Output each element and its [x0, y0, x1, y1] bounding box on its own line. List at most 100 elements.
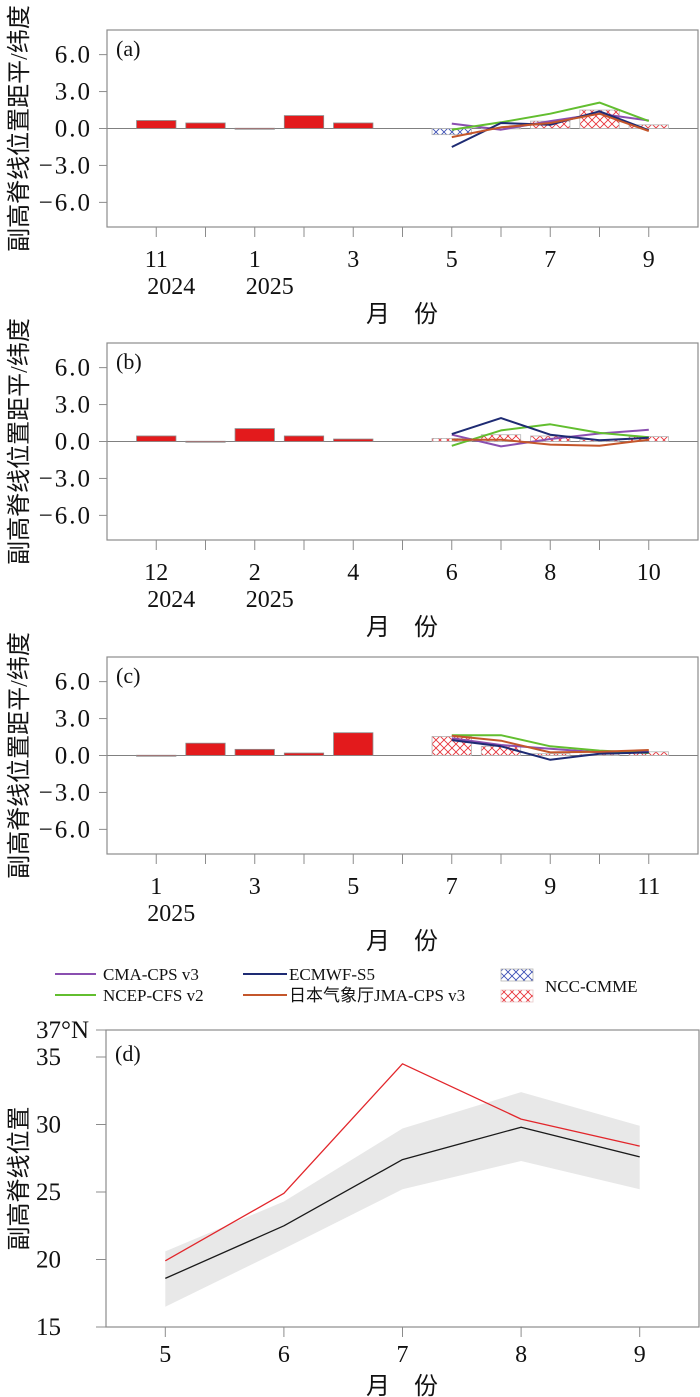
x-tick-label: 6: [278, 1342, 290, 1368]
legend-item-ncep-cfs-v2: NCEP-CFS v2: [55, 986, 204, 1005]
x-tick-label: 7: [446, 874, 458, 900]
x-tick-label: 11: [145, 247, 168, 273]
y-axis-label: 副高脊线位置距平/纬度: [6, 632, 33, 879]
x-tick-label: 1: [150, 874, 162, 900]
panel-label: (a): [116, 36, 140, 61]
observed-bar: [234, 748, 275, 756]
legend-item-cma-cps-v3: CMA-CPS v3: [55, 965, 199, 984]
ncc-cmme-bar: [480, 434, 522, 442]
series-line-cma-cps-v3: [451, 112, 649, 131]
y-axis-label: 副高脊线位置距平/纬度: [6, 5, 33, 252]
x-tick-label: 7: [544, 247, 556, 273]
y-tick-label: 3.0: [55, 392, 92, 419]
x-tick-label: 9: [634, 1342, 646, 1368]
legend-hatch-swatch-negative: [500, 968, 534, 982]
year-label: 2025: [246, 274, 294, 300]
legend-label: CMA-CPS v3: [103, 965, 199, 984]
observed-bar: [136, 435, 177, 442]
legend-label: ECMWF-S5: [289, 965, 375, 984]
y-tick-label: −3.0: [39, 779, 92, 806]
observed-bar: [283, 435, 325, 442]
observed-bar: [283, 115, 325, 129]
x-axis-label: 月 份: [366, 1373, 438, 1397]
x-tick-label: 5: [347, 874, 359, 900]
series-line-cma-cps-v3: [451, 428, 649, 448]
y-tick-label: −3.0: [39, 152, 92, 179]
y-tick-label: −3.0: [39, 465, 92, 492]
panel-label: (c): [116, 663, 140, 688]
y-tick-label: 20: [36, 1247, 61, 1274]
x-tick-label: 5: [159, 1342, 171, 1368]
y-tick-label: 35: [36, 1044, 61, 1071]
observed-bar: [234, 127, 275, 130]
observed-bar: [136, 120, 177, 129]
ncc-cmme-bar: [628, 124, 669, 129]
black-line: [165, 1126, 640, 1279]
y-tick-label: 3.0: [55, 706, 92, 733]
y-tick-label: 0.0: [55, 429, 92, 456]
observed-bar: [234, 428, 275, 442]
x-tick-label: 9: [544, 874, 556, 900]
series-line-ncep-cfs-v2: [451, 101, 650, 131]
observed-bar: [185, 440, 226, 443]
observed-bar: [185, 742, 226, 756]
legend-label: NCC-CMME: [545, 977, 638, 996]
panel-label: (d): [115, 1041, 141, 1066]
plot-frame: [106, 342, 699, 541]
y-tick-label: 6.0: [55, 669, 92, 696]
legend-item-jma-cps-v3: 日本气象厅JMA-CPS v3: [243, 986, 465, 1005]
legend-item-ecmwf-s5: ECMWF-S5: [243, 965, 375, 984]
observed-bar: [136, 754, 177, 757]
x-tick-label: 1: [249, 247, 261, 273]
red-line: [164, 1063, 640, 1262]
y-axis-label: 副高脊线位置距平/纬度: [6, 318, 33, 565]
year-label: 2024: [147, 587, 195, 613]
x-axis-label: 月 份: [366, 928, 438, 955]
y-tick-label: −6.0: [39, 189, 92, 216]
y-tick-label: 6.0: [55, 355, 92, 382]
panel-label: (b): [116, 349, 142, 374]
x-tick-label: 8: [515, 1342, 527, 1368]
series-line-ecmwf-s5: [451, 739, 649, 761]
panels: 副高脊线位置距平/纬度 6.03.00.0−3.0−6.0112024120253…: [6, 5, 700, 1397]
x-tick-label: 2: [249, 560, 261, 586]
y-tick-label: 0.0: [55, 116, 92, 143]
x-tick-label: 8: [544, 560, 556, 586]
series-line-ecmwf-s5: [451, 417, 649, 442]
y-tick-label: 3.0: [55, 79, 92, 106]
x-tick-label: 10: [637, 560, 661, 586]
year-label: 2024: [147, 274, 195, 300]
plot-frame: [105, 1029, 700, 1328]
x-tick-label: 9: [643, 247, 655, 273]
spread-band: [165, 1092, 640, 1307]
observed-bar: [185, 122, 226, 129]
series-line-ncep-cfs-v2: [451, 423, 649, 447]
series-line-jma-cps-v3: [451, 438, 649, 447]
y-tick-label: −6.0: [39, 502, 92, 529]
series-line-jma-cps-v3: [451, 734, 649, 754]
x-tick-label: 6: [446, 560, 458, 586]
plot-frame: [106, 29, 699, 228]
y-tick-label: 15: [36, 1314, 61, 1341]
observed-bar: [333, 438, 374, 442]
legend-item-ncc-cmme: NCC-CMME: [500, 968, 638, 1003]
x-tick-label: 12: [144, 560, 168, 586]
legend-hatch-swatch-positive: [500, 989, 534, 1003]
y-tick-label: 0.0: [55, 743, 92, 770]
legend: CMA-CPS v3 NCEP-CFS v2 ECMWF-S5 日本气象厅JMA…: [55, 965, 638, 1005]
x-tick-label: 3: [249, 874, 261, 900]
legend-label: 日本气象厅JMA-CPS v3: [289, 986, 465, 1005]
x-tick-label: 3: [347, 247, 359, 273]
year-label: 2025: [147, 901, 195, 927]
y-tick-label: −6.0: [39, 816, 92, 843]
y-tick-label: 25: [36, 1179, 61, 1206]
legend-label: NCEP-CFS v2: [103, 986, 204, 1005]
y-tick-label: 37°N: [36, 1017, 89, 1044]
observed-bar: [283, 752, 325, 756]
x-axis-label: 月 份: [366, 301, 438, 328]
